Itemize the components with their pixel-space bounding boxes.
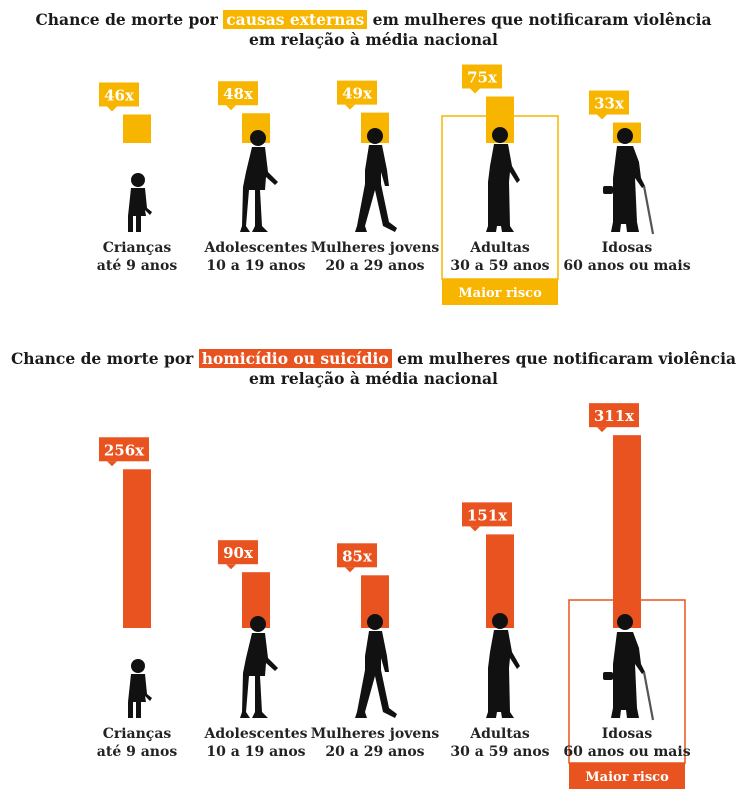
chart-1-bar xyxy=(123,114,151,143)
chart-2-value-label: 256x xyxy=(104,441,145,459)
teen-silhouette-icon xyxy=(240,616,278,718)
young-woman-silhouette-icon xyxy=(355,128,397,232)
chart-1-value-label: 46x xyxy=(104,86,135,104)
chart-2-category-name: Adolescentes xyxy=(204,726,308,742)
chart-2-highlight-label: Maior risco xyxy=(585,770,669,785)
chart-1-value-pointer xyxy=(597,114,607,120)
chart-1-value-box xyxy=(99,82,139,107)
chart-1-title: Chance de morte por causas externas em m… xyxy=(0,10,747,50)
young-woman-silhouette-icon xyxy=(355,614,397,718)
chart-1-highlight-banner xyxy=(442,279,558,305)
chart-2-title: Chance de morte por homicídio ou suicídi… xyxy=(0,349,747,389)
chart-2-value-label: 85x xyxy=(342,547,373,565)
chart-1-value-box xyxy=(589,90,629,115)
chart-2-category-name: Crianças xyxy=(103,726,172,742)
chart-1-value-pointer xyxy=(107,106,117,112)
adult-woman-silhouette-icon xyxy=(486,127,520,232)
chart-1-value-box xyxy=(218,81,258,106)
chart-2-category-range: 10 a 19 anos xyxy=(206,744,305,760)
elderly-woman-silhouette-icon xyxy=(603,614,655,721)
chart-2-value-pointer xyxy=(597,427,607,433)
chart-2-value-pointer xyxy=(470,526,480,532)
chart-2-highlight-banner xyxy=(569,763,685,789)
chart-1-category-name: Idosas xyxy=(602,240,653,256)
chart-2-bar xyxy=(613,435,641,628)
child-silhouette-icon xyxy=(128,659,152,718)
chart-1-value-label: 49x xyxy=(342,85,373,103)
chart-2-category-name: Adultas xyxy=(469,726,530,742)
chart-2-category-name: Mulheres jovens xyxy=(311,726,440,742)
chart-2-value-box xyxy=(462,502,512,527)
chart-1-category-name: Mulheres jovens xyxy=(311,240,440,256)
chart-1-value-pointer xyxy=(345,104,355,110)
chart-2-category-range: 30 a 59 anos xyxy=(450,744,549,760)
chart-2-value-label: 90x xyxy=(223,544,254,562)
chart-1-title-line2: em relação à média nacional xyxy=(249,30,498,49)
chart-2-bar xyxy=(123,469,151,628)
chart-2-category-range: 20 a 29 anos xyxy=(325,744,424,760)
chart-1-highlight-label: Maior risco xyxy=(458,286,542,301)
chart-2-value-box xyxy=(589,403,639,428)
chart-1-category-range: 60 anos ou mais xyxy=(563,258,690,274)
adult-woman-silhouette-icon xyxy=(486,613,520,718)
chart-2-category-range: até 9 anos xyxy=(97,744,178,760)
chart-1-value-pointer xyxy=(226,105,236,111)
chart-2-value-box xyxy=(99,437,149,462)
chart-1-value-label: 48x xyxy=(223,85,254,103)
elderly-woman-silhouette-icon xyxy=(603,128,655,235)
chart-2-title-highlight: homicídio ou suicídio xyxy=(198,349,392,368)
chart-1-value-box xyxy=(337,80,377,105)
chart-1-value-label: 33x xyxy=(594,95,625,113)
chart-1-category-range: 10 a 19 anos xyxy=(206,258,305,274)
chart-2-title-before: Chance de morte por xyxy=(10,349,194,368)
chart-2-value-box xyxy=(337,543,377,568)
child-silhouette-icon xyxy=(128,173,152,232)
chart-2-title-after: em mulheres que notificaram violência xyxy=(397,349,737,368)
chart-2-value-label: 151x xyxy=(467,506,508,524)
chart-1-value-box xyxy=(462,64,502,89)
chart-2-value-pointer xyxy=(107,461,117,467)
chart-2-value-pointer xyxy=(345,567,355,573)
chart-1-category-name: Adultas xyxy=(469,240,530,256)
chart-1-category-range: até 9 anos xyxy=(97,258,178,274)
chart-2-bar xyxy=(486,534,514,628)
chart-2-value-pointer xyxy=(226,564,236,570)
chart-1-value-label: 75x xyxy=(467,69,498,87)
teen-silhouette-icon xyxy=(240,130,278,232)
chart-1-title-after: em mulheres que notificaram violência xyxy=(372,10,712,29)
chart-1-value-pointer xyxy=(470,88,480,94)
chart-1-title-before: Chance de morte por xyxy=(35,10,218,29)
chart-1-category-range: 20 a 29 anos xyxy=(325,258,424,274)
chart-2-value-label: 311x xyxy=(594,407,635,425)
chart-2-category-range: 60 anos ou mais xyxy=(563,744,690,760)
chart-2-category-name: Idosas xyxy=(602,726,653,742)
chart-2-title-line2: em relação à média nacional xyxy=(249,369,498,388)
chart-1-category-name: Adolescentes xyxy=(204,240,308,256)
chart-1-title-highlight: causas externas xyxy=(223,10,368,29)
chart-1-category-name: Crianças xyxy=(103,240,172,256)
chart-2-value-box xyxy=(218,540,258,565)
chart-1-category-range: 30 a 59 anos xyxy=(450,258,549,274)
